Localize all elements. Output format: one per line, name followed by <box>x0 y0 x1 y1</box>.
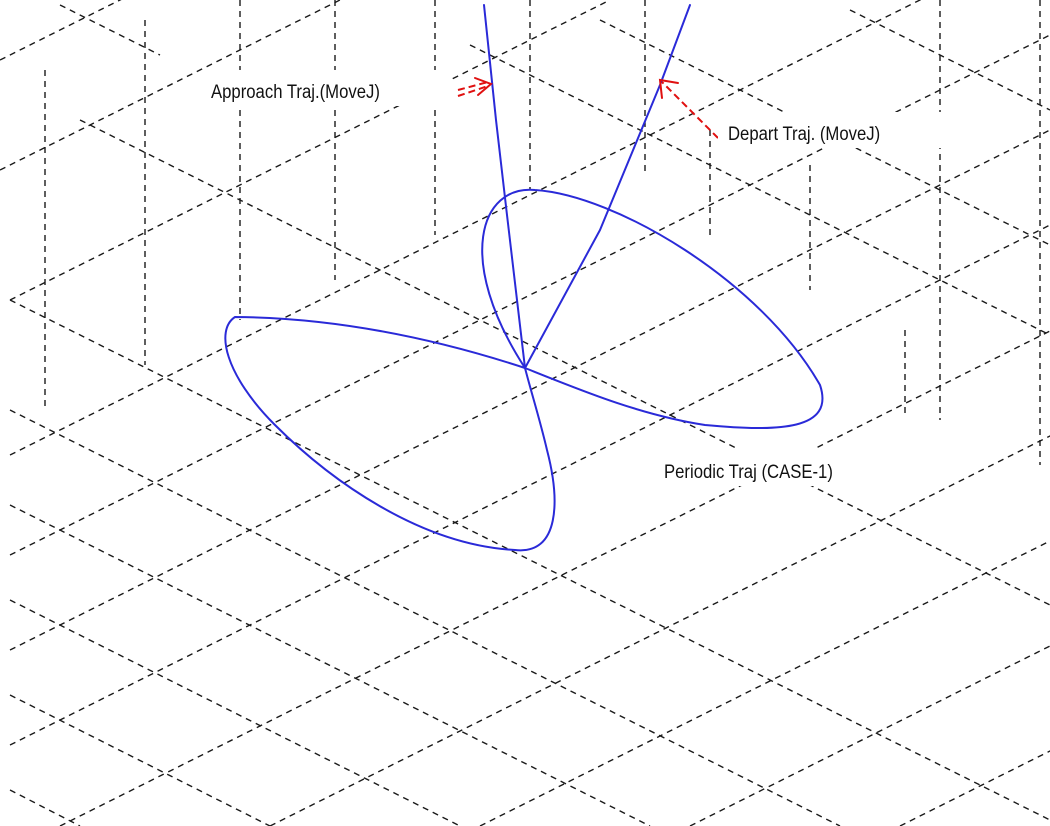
trajectories <box>224 4 824 552</box>
periodic-trajectory-upper-loop <box>481 188 824 430</box>
depart-label: Depart Traj. (MoveJ) <box>728 123 880 144</box>
vertical-grid <box>44 0 1041 465</box>
labels: Approach Traj.(MoveJ) Depart Traj. (Move… <box>205 70 948 486</box>
periodic-trajectory-lower-loop <box>224 316 556 552</box>
approach-arrow <box>457 77 493 97</box>
depart-arrow <box>658 78 719 139</box>
depart-trajectory <box>524 4 691 369</box>
approach-trajectory <box>483 4 526 369</box>
approach-label: Approach Traj.(MoveJ) <box>211 81 380 102</box>
periodic-label: Periodic Traj (CASE-1) <box>664 461 833 482</box>
